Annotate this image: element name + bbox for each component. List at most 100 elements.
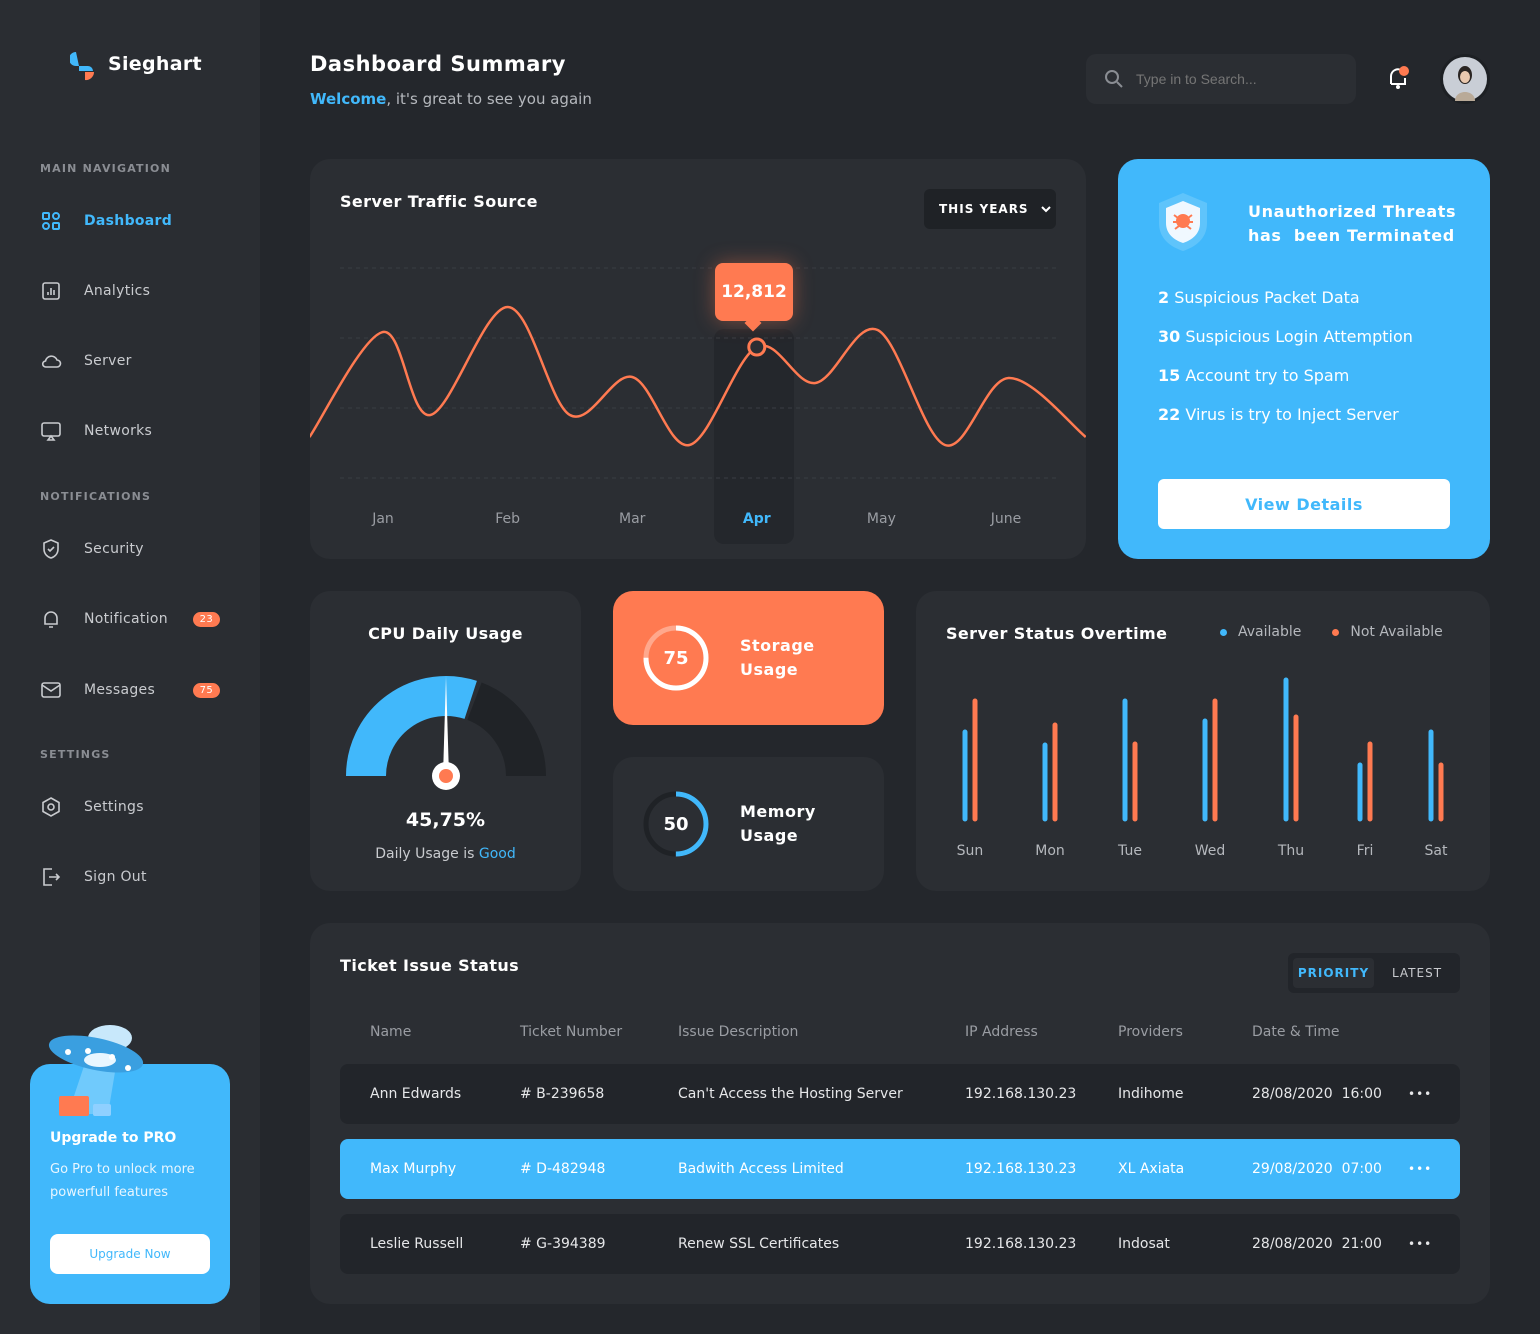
upgrade-card: Upgrade to PRO Go Pro to unlock more pow… [30, 1064, 230, 1304]
more-options-icon[interactable]: ••• [1408, 1237, 1433, 1251]
year-filter-dropdown[interactable]: THIS YEARS [924, 189, 1056, 229]
storage-label: Storage [740, 636, 815, 655]
messages-count-badge: 75 [192, 682, 220, 698]
storage-usage-card: 75 Storage Usage [613, 591, 884, 725]
cpu-status-value: Good [478, 846, 516, 862]
table-header: Name Ticket Number Issue Description IP … [340, 1012, 1460, 1052]
more-options-icon[interactable]: ••• [1408, 1162, 1433, 1176]
sidebar-item-networks[interactable]: Networks [40, 416, 240, 446]
highlight-point [747, 337, 767, 357]
more-options-icon[interactable]: ••• [1408, 1087, 1433, 1101]
table-cell: Leslie Russell [370, 1236, 464, 1252]
x-tick-label: Thu [1277, 843, 1304, 859]
table-cell: # G-394389 [520, 1236, 606, 1252]
threat-text: Suspicious Login Attemption [1185, 327, 1413, 346]
section-notifications: NOTIFICATIONS [40, 490, 152, 503]
traffic-line-chart: Jan Feb Mar Apr May June [310, 267, 1086, 544]
sidebar-item-notification[interactable]: Notification 23 [40, 604, 240, 634]
threat-text: Suspicious Packet Data [1174, 288, 1360, 307]
sidebar-item-settings[interactable]: Settings [40, 792, 240, 822]
storage-label: Usage [740, 660, 799, 679]
nav-label: Settings [84, 799, 144, 815]
logo-icon [70, 52, 95, 81]
sidebar-item-messages[interactable]: Messages 75 [40, 675, 240, 705]
threat-item: 30 Suspicious Login Attemption [1158, 327, 1413, 346]
x-tick-label: Mar [619, 511, 646, 527]
table-row[interactable]: Leslie Russell # G-394389 Renew SSL Certif… [340, 1214, 1460, 1274]
nav-label: Analytics [84, 283, 151, 299]
x-tick-label: Sat [1425, 843, 1448, 859]
highlight-column [714, 329, 794, 544]
legend-dot-not-available [1332, 628, 1340, 636]
gauge-track [466, 682, 546, 777]
sidebar-item-dashboard[interactable]: Dashboard [40, 206, 240, 236]
avatar[interactable] [1440, 54, 1490, 104]
sidebar-item-server[interactable]: Server [40, 346, 240, 376]
table-cell: 28/08/2020 16:00 [1252, 1086, 1382, 1102]
table-cell: XL Axiata [1118, 1161, 1185, 1177]
view-details-button[interactable]: View Details [1158, 479, 1450, 529]
cloud-icon [41, 355, 62, 368]
threats-title-line1: Unauthorized Threats [1248, 202, 1457, 221]
cpu-usage-card: CPU Daily Usage 45,75% Daily Usage is Go… [310, 591, 581, 891]
bell-icon [44, 611, 58, 628]
threat-item: 22 Virus is try to Inject Server [1158, 405, 1399, 424]
nav-label: Networks [84, 423, 153, 439]
ring-fill [643, 625, 709, 691]
table-cell: 192.168.130.23 [965, 1086, 1077, 1102]
storage-value: 75 [663, 647, 689, 669]
cpu-status-prefix: Daily Usage is [375, 846, 479, 862]
threat-count: 30 [1158, 327, 1181, 346]
threat-count: 22 [1158, 405, 1181, 424]
threat-item: 15 Account try to Spam [1158, 366, 1349, 385]
notification-count-badge: 23 [192, 611, 220, 627]
table-row[interactable]: Max Murphy # D-482948 Badwith Access Limit… [340, 1139, 1460, 1199]
legend-available: Available [1238, 624, 1302, 640]
notification-bell-icon[interactable] [1386, 64, 1412, 92]
x-tick-label: Tue [1117, 843, 1142, 859]
nav-label: Notification [84, 611, 168, 627]
storage-ring [643, 625, 709, 691]
table-cell: Indosat [1118, 1236, 1170, 1252]
filter-label: THIS YEARS [939, 202, 1029, 216]
column-header: IP Address [965, 1024, 1038, 1040]
memory-label: Memory [740, 802, 816, 821]
table-cell: Indihome [1118, 1086, 1184, 1102]
gauge-needle [443, 676, 449, 776]
upgrade-now-button[interactable]: Upgrade Now [50, 1234, 210, 1274]
upgrade-text: powerfull features [50, 1185, 169, 1200]
ticket-title: Ticket Issue Status [340, 956, 520, 975]
x-tick-label: May [867, 511, 896, 527]
legend-dot-available [1220, 628, 1227, 636]
shield-bug-icon [1159, 193, 1207, 251]
sidebar-item-analytics[interactable]: Analytics [40, 276, 240, 306]
cpu-status: Daily Usage is Good [310, 846, 581, 862]
search-box[interactable] [1086, 54, 1356, 104]
welcome-highlight: Welcome [310, 90, 387, 108]
threat-count: 15 [1158, 366, 1181, 385]
x-tick-label: Fri [1357, 843, 1374, 859]
ticket-tabs: PRIORITY LATEST [1288, 953, 1460, 993]
table-row[interactable]: Ann Edwards # B-239658 Can't Access the Ho… [340, 1064, 1460, 1124]
sign-out-icon [43, 868, 61, 886]
nav-label: Server [84, 353, 132, 369]
column-header: Name [370, 1024, 412, 1040]
sidebar-item-security[interactable]: Security [40, 534, 240, 564]
x-tick-label: Mon [1035, 843, 1065, 859]
tab-priority[interactable]: PRIORITY [1293, 958, 1374, 988]
analytics-icon [42, 282, 60, 300]
search-input[interactable] [1136, 71, 1336, 87]
table-cell: # D-482948 [520, 1161, 606, 1177]
table-cell: 192.168.130.23 [965, 1161, 1077, 1177]
tab-latest[interactable]: LATEST [1391, 966, 1443, 980]
sidebar-item-sign-out[interactable]: Sign Out [40, 862, 240, 892]
legend-not-available: Not Available [1350, 624, 1443, 640]
server-status-card: Server Status Overtime Available Not Ava… [916, 591, 1490, 891]
threats-title-line2: has been Terminated [1248, 226, 1455, 245]
cpu-gauge [346, 676, 546, 790]
traffic-title: Server Traffic Source [340, 192, 538, 211]
cpu-value: 45,75% [405, 809, 486, 831]
x-tick-label: Sun [957, 843, 984, 859]
user-avatar-icon [1443, 57, 1487, 101]
ring-fill [643, 791, 709, 857]
